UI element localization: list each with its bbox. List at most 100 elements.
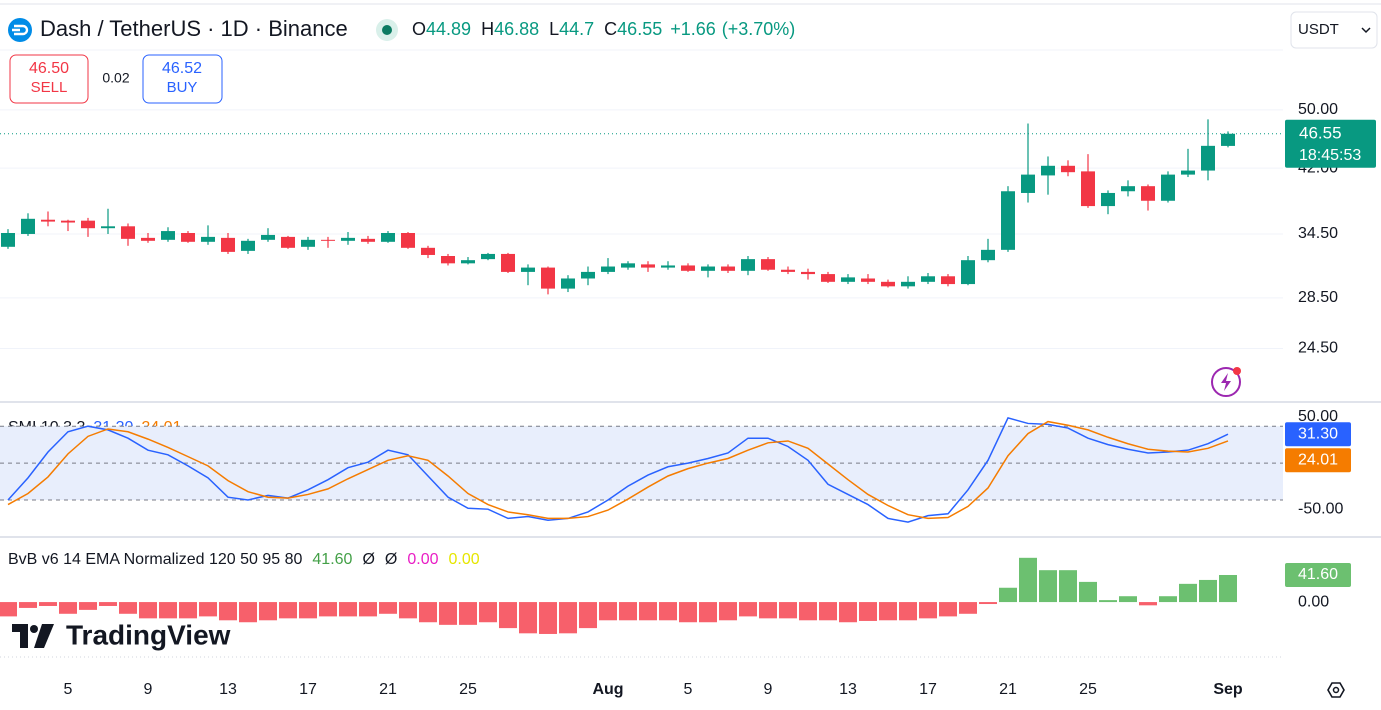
x-tick-label: 21: [379, 681, 397, 698]
candle-body: [81, 220, 95, 229]
logo-mark: [30, 625, 38, 633]
histogram-bar: [1179, 583, 1197, 603]
candle-body: [341, 237, 355, 241]
candle-body: [1001, 191, 1015, 250]
candle-body: [181, 232, 195, 242]
series-last-badge-bg: [1285, 448, 1351, 473]
candle-body: [1221, 133, 1235, 146]
candle-body: [561, 278, 575, 289]
currency-dropdown[interactable]: USDT: [1290, 11, 1378, 49]
buy-box: [142, 54, 223, 104]
candle-body: [361, 238, 375, 242]
histogram-bar: [179, 602, 197, 619]
histogram-bar: [699, 602, 717, 623]
candle-body: [521, 267, 535, 272]
histogram-bar: [919, 602, 937, 619]
ohlc-value: 46.55: [617, 19, 662, 39]
histogram-bar: [379, 602, 397, 614]
flash-glyph: [1221, 373, 1231, 391]
candle-body: [421, 247, 435, 255]
histogram-bar: [139, 602, 157, 619]
y-tick-label: 50.00: [1298, 408, 1338, 425]
ohlc-key: O: [412, 19, 426, 39]
candle-body: [21, 218, 35, 234]
histogram-bar: [339, 602, 357, 617]
histogram-bar: [419, 602, 437, 623]
candle-body: [981, 249, 995, 261]
candle-body: [661, 265, 675, 268]
ohlc-value: 46.88: [494, 19, 539, 39]
series-last-badge: 31.30: [1298, 425, 1338, 442]
buy-button[interactable]: 46.52 BUY: [142, 54, 223, 104]
spread: 0.02: [102, 70, 129, 86]
histogram-bar: [1099, 600, 1117, 603]
histogram-bar: [679, 602, 697, 623]
flash-icon[interactable]: [1211, 367, 1241, 397]
candle-body: [961, 260, 975, 285]
histogram-bar: [1219, 574, 1237, 603]
histogram-bar: [779, 602, 797, 619]
buy-price: 46.52: [162, 60, 202, 77]
histogram-bar: [0, 602, 17, 617]
settings-icon[interactable]: [1327, 682, 1345, 698]
histogram-bar: [1159, 596, 1177, 603]
sell-button[interactable]: 46.50 SELL: [9, 54, 89, 104]
y-tick-label: 28.50: [1298, 289, 1338, 306]
legend-item: Ø: [385, 551, 397, 568]
x-tick-label: 5: [64, 681, 73, 698]
candle-body: [301, 239, 315, 247]
market-status-dot: [382, 25, 392, 35]
candle-body: [1181, 170, 1195, 175]
candle-body: [1101, 192, 1115, 207]
candle-body: [321, 239, 335, 241]
histogram-bar: [939, 602, 957, 617]
indicator-title: BvB v6 14 EMA Normalized 120 50 95 80: [8, 551, 302, 568]
legend-value: 41.60: [312, 551, 352, 568]
candle-body: [741, 259, 755, 271]
candle-body: [881, 281, 895, 287]
candle-body: [841, 277, 855, 282]
bvb-legend: BvB v6 14 EMA Normalized 120 50 95 80 41.…: [8, 551, 480, 568]
coin-glyph: [12, 24, 29, 36]
flash-badge: [1233, 367, 1241, 375]
candle-body: [101, 226, 115, 229]
candle-body: [801, 271, 815, 275]
histogram-bar: [59, 602, 77, 614]
change: +1.66: [670, 19, 716, 39]
histogram-bar: [1139, 602, 1157, 606]
candle-body: [141, 237, 155, 241]
histogram-bar: [279, 602, 297, 619]
candle-body: [1021, 174, 1035, 193]
smi-line: [7, 417, 1229, 523]
histogram-bar: [519, 602, 537, 634]
histogram-bar: [799, 602, 817, 621]
histogram-bar: [479, 602, 497, 623]
logo-mark: [12, 624, 28, 648]
candle-body: [901, 281, 915, 287]
settings-icon-center: [1332, 686, 1340, 694]
histogram-bar: [999, 587, 1017, 603]
x-tick-label: 13: [219, 681, 237, 698]
candle-body: [921, 276, 935, 282]
candle-body: [621, 263, 635, 268]
ohlc-key: C: [604, 19, 617, 39]
histogram-bar: [899, 602, 917, 621]
candle-body: [581, 271, 595, 279]
symbol-title: Dash / TetherUS · 1D · Binance: [40, 16, 348, 41]
series-last-badge: 24.01: [1298, 451, 1338, 468]
ohlc-legend: O44.89 H46.88 L44.7 C46.55 +1.66 (+3.70%): [412, 19, 795, 39]
ohlc-key: L: [549, 19, 559, 39]
histogram-bar: [859, 602, 877, 621]
y-tick-label: -50.00: [1298, 500, 1343, 517]
candle-body: [401, 232, 415, 248]
candle-body: [241, 240, 255, 251]
candle-body: [501, 253, 515, 272]
x-tick-label: 17: [919, 681, 937, 698]
buy-label: BUY: [167, 79, 198, 96]
logo-text: TradingView: [66, 619, 231, 650]
histogram-bar: [319, 602, 337, 617]
ohlc-key: H: [481, 19, 494, 39]
